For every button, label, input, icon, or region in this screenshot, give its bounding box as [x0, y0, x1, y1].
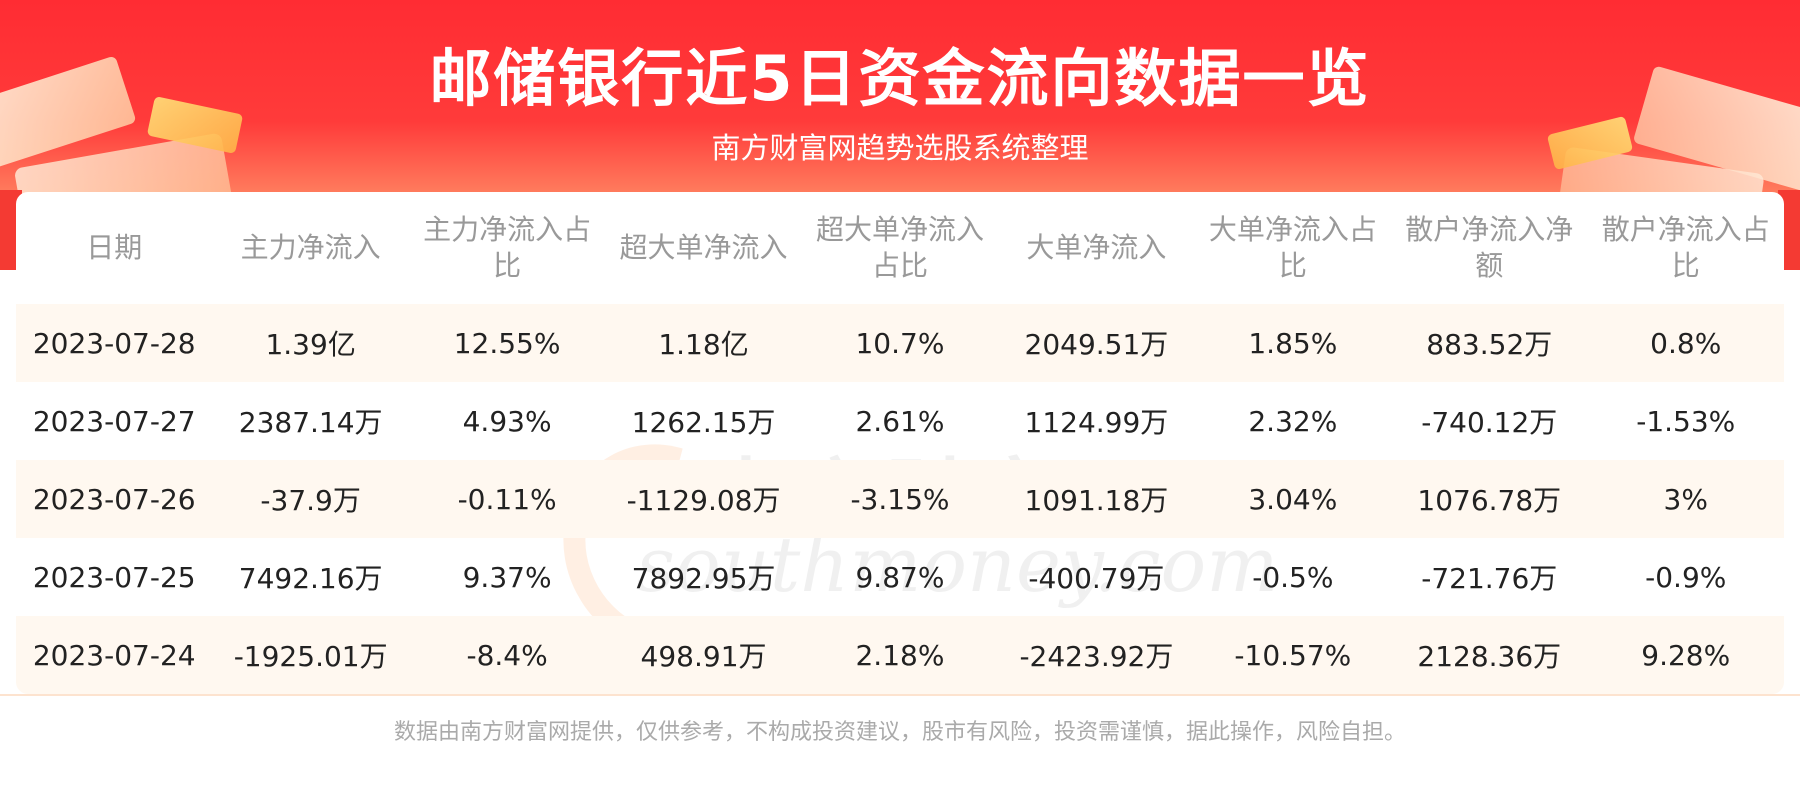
fund-flow-table: 日期 主力净流入 主力净流入占比 超大单净流入 超大单净流入占比 大单净流入 大… — [16, 192, 1784, 694]
cell-super-large-ratio: -3.15% — [801, 460, 999, 538]
cell-main-ratio: 4.93% — [462, 404, 552, 438]
column-header-main-ratio: 主力净流入占比 — [423, 213, 592, 282]
cell-large-ratio: -10.57% — [1194, 616, 1392, 694]
table-row: 2023-07-25 7492.16万 9.37% 7892.95万 9.87%… — [16, 538, 1784, 616]
cell-date: 2023-07-28 — [16, 304, 213, 382]
cell-super-large-ratio: 10.7% — [801, 304, 999, 382]
cell-super-large-inflow: 7892.95万 — [631, 562, 776, 595]
cell-main-ratio: 9.37% — [462, 560, 552, 594]
cell-date: 2023-07-26 — [16, 460, 213, 538]
cell-large-inflow: -2423.92万 — [998, 616, 1195, 694]
cell-main-inflow: -1925.01万 — [212, 616, 409, 694]
cell-retail-ratio: 3% — [1587, 460, 1784, 538]
column-header-retail-net: 散户净流入净额 — [1405, 213, 1574, 282]
cell-retail-ratio: -1.53% — [1636, 404, 1736, 438]
cell-retail-ratio: -0.9% — [1645, 560, 1727, 594]
cell-main-inflow: -37.9万 — [212, 460, 409, 538]
cell-large-inflow: -400.79万 — [1028, 562, 1165, 595]
cell-retail-net: 2128.36万 — [1391, 616, 1588, 694]
cell-retail-ratio: 9.28% — [1587, 616, 1784, 694]
column-header-main-inflow: 主力净流入 — [240, 231, 381, 264]
cell-super-large-ratio: 9.87% — [855, 560, 945, 594]
column-header-date: 日期 — [86, 231, 143, 264]
table-row: 2023-07-24 -1925.01万 -8.4% 498.91万 2.18%… — [16, 616, 1784, 694]
cell-date: 2023-07-25 — [32, 560, 196, 594]
cell-super-large-inflow: 498.91万 — [605, 616, 802, 694]
cell-main-inflow: 1.39亿 — [212, 304, 409, 382]
footer-disclaimer: 数据由南方财富网提供，仅供参考，不构成投资建议，股市有风险，投资需谨慎，据此操作… — [393, 720, 1406, 745]
cell-super-large-inflow: 1.18亿 — [605, 304, 802, 382]
cell-main-ratio: 12.55% — [408, 304, 606, 382]
cell-retail-net: 1076.78万 — [1391, 460, 1588, 538]
data-card: 南方财富网 southmoney.com 日期 主力净流入 主力净流入占比 超大… — [16, 192, 1784, 694]
column-header-large-inflow: 大单净流入 — [1026, 231, 1167, 264]
page-subtitle: 南方财富网趋势选股系统整理 — [711, 131, 1089, 165]
cell-large-ratio: -0.5% — [1252, 560, 1334, 594]
cell-large-ratio: 2.32% — [1248, 404, 1338, 438]
cell-large-inflow: 1124.99万 — [1024, 406, 1169, 439]
table-row: 2023-07-27 2387.14万 4.93% 1262.15万 2.61%… — [16, 382, 1784, 460]
cell-date: 2023-07-24 — [16, 616, 213, 694]
cell-super-large-ratio: 2.18% — [801, 616, 999, 694]
cell-date: 2023-07-27 — [32, 404, 196, 438]
column-header-super-large-ratio: 超大单净流入占比 — [815, 213, 984, 282]
cell-large-ratio: 1.85% — [1194, 304, 1392, 382]
cell-large-inflow: 1091.18万 — [998, 460, 1195, 538]
table-header-row: 日期 主力净流入 主力净流入占比 超大单净流入 超大单净流入占比 大单净流入 大… — [16, 192, 1784, 304]
cell-main-ratio: -0.11% — [408, 460, 606, 538]
column-header-retail-ratio: 散户净流入占比 — [1601, 213, 1770, 282]
cell-super-large-ratio: 2.61% — [855, 404, 945, 438]
cell-super-large-inflow: 1262.15万 — [631, 406, 776, 439]
cell-main-inflow: 7492.16万 — [238, 562, 383, 595]
page-title: 邮储银行近5日资金流向数据一览 — [429, 42, 1371, 115]
column-header-large-ratio: 大单净流入占比 — [1208, 213, 1377, 282]
cell-main-ratio: -8.4% — [408, 616, 606, 694]
cell-retail-ratio: 0.8% — [1587, 304, 1784, 382]
cell-large-inflow: 2049.51万 — [998, 304, 1195, 382]
cell-retail-net: -740.12万 — [1421, 406, 1558, 439]
column-header-super-large-inflow: 超大单净流入 — [619, 231, 788, 264]
table-row: 2023-07-28 1.39亿 12.55% 1.18亿 10.7% 2049… — [16, 304, 1784, 382]
cell-main-inflow: 2387.14万 — [238, 406, 383, 439]
cell-large-ratio: 3.04% — [1194, 460, 1392, 538]
footer-divider — [0, 694, 1800, 696]
table-row: 2023-07-26 -37.9万 -0.11% -1129.08万 -3.15… — [16, 460, 1784, 538]
cell-super-large-inflow: -1129.08万 — [605, 460, 802, 538]
cell-retail-net: 883.52万 — [1391, 304, 1588, 382]
cell-retail-net: -721.76万 — [1421, 562, 1558, 595]
